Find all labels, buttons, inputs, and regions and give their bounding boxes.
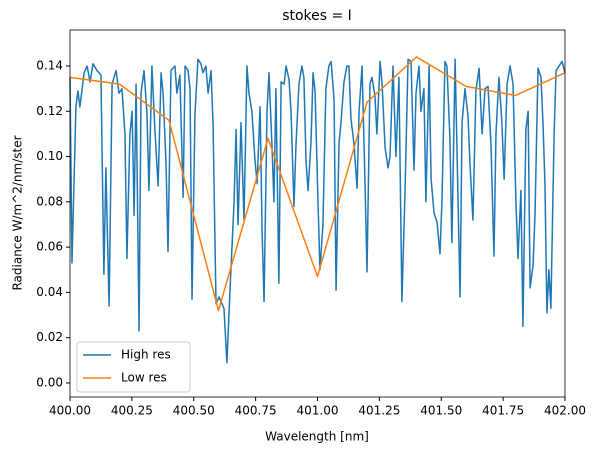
series-line (69, 58, 566, 364)
y-tick-label: 0.14 (36, 58, 63, 72)
x-tick-label: 401.75 (482, 404, 524, 418)
y-tick-label: 0.08 (36, 194, 63, 208)
y-tick-label: 0.06 (36, 240, 63, 254)
x-axis-label: Wavelength [nm] (265, 430, 369, 444)
chart-title: stokes = I (282, 8, 352, 24)
x-tick-label: 401.50 (420, 404, 462, 418)
x-tick-label: 400.00 (49, 404, 91, 418)
x-tick-label: 401.25 (358, 404, 400, 418)
y-tick-label: 0.12 (36, 104, 63, 118)
y-tick-label: 0.04 (36, 285, 63, 299)
legend-label: High res (121, 348, 171, 362)
y-axis-label: Radiance W/m^2/nm/ster (11, 135, 25, 290)
x-tick-label: 400.75 (235, 404, 277, 418)
x-tick-label: 400.50 (173, 404, 215, 418)
series-line (69, 56, 566, 312)
x-tick-label: 401.00 (297, 404, 339, 418)
x-tick-label: 400.25 (111, 404, 153, 418)
plot-frame (69, 29, 566, 398)
x-tick-label: 402.00 (544, 404, 586, 418)
legend-label: Low res (121, 371, 167, 385)
y-tick-label: 0.10 (36, 149, 63, 163)
y-tick-label: 0.00 (36, 375, 63, 389)
y-tick-label: 0.02 (36, 330, 63, 344)
